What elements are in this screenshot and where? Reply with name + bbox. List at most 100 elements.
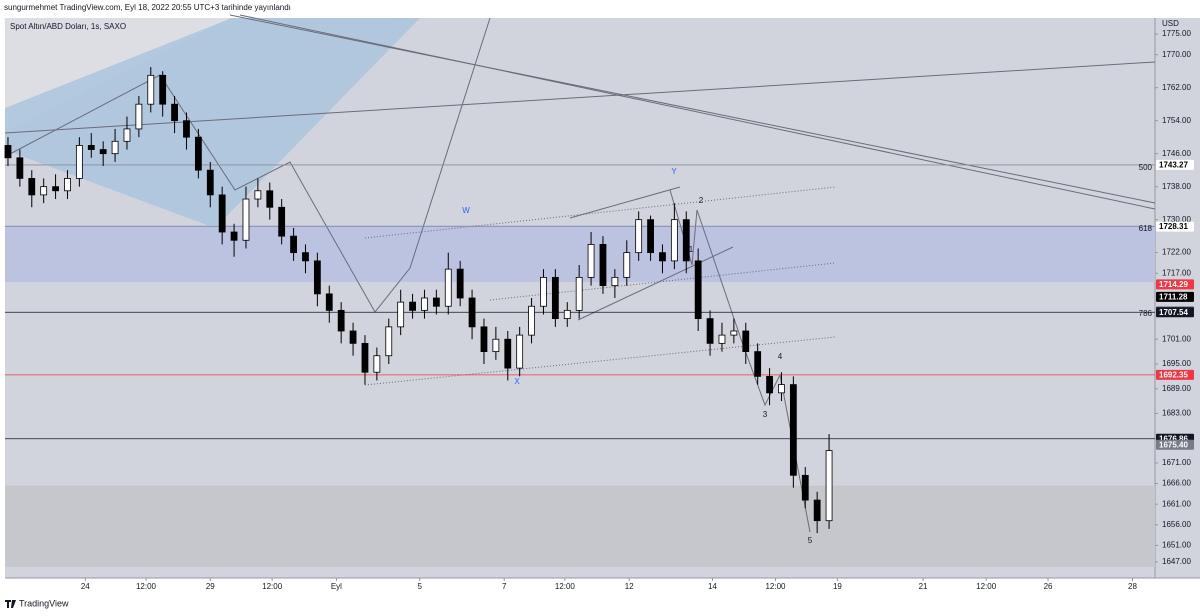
x-tick-label: Eyl <box>331 582 342 591</box>
candle-body <box>563 309 571 320</box>
price-badge <box>1156 439 1194 450</box>
symbol-label: Spot Altın/ABD Doları, 1s, SAXO <box>10 22 126 31</box>
candle-body <box>409 301 416 311</box>
y-tick-label: 1722.00 <box>1162 248 1191 257</box>
candle-body <box>183 120 190 138</box>
x-tick-label: 29 <box>206 582 215 591</box>
candle-body <box>682 219 690 262</box>
y-tick-label: 1651.00 <box>1162 541 1191 550</box>
candle-body <box>4 145 12 159</box>
x-tick-label: 12:00 <box>555 582 576 591</box>
price-badge-label: 1728.31 <box>1159 222 1188 231</box>
zone <box>5 485 1155 567</box>
annotation: 1 <box>689 245 694 254</box>
logo <box>5 600 16 608</box>
x-tick-label: 12:00 <box>976 582 997 591</box>
candle-body <box>718 334 726 344</box>
fib-label: 500 <box>1139 163 1153 172</box>
candle-body <box>230 231 238 241</box>
fib-label: 618 <box>1139 224 1153 233</box>
candle-body <box>349 330 357 344</box>
candle-body <box>147 74 155 105</box>
annotation: 2 <box>699 196 704 205</box>
candle-body <box>159 74 167 105</box>
candle-body <box>171 103 178 122</box>
trend-line <box>4 61 1156 134</box>
candle-body <box>635 219 643 254</box>
candle-body <box>528 305 535 336</box>
candle-body <box>421 297 428 311</box>
y-tick-label: 1683.00 <box>1162 409 1191 418</box>
candle-body <box>766 375 773 394</box>
candle-body <box>778 384 785 394</box>
candle-body <box>540 276 547 307</box>
candle-body <box>670 219 678 262</box>
candle-body <box>28 178 36 196</box>
candle-body <box>16 157 24 179</box>
y-tick-label: 1746.00 <box>1162 149 1191 158</box>
x-tick-label: 5 <box>417 582 422 591</box>
candle-body <box>456 268 464 299</box>
price-badge-label: 1711.28 <box>1159 292 1188 301</box>
y-tick-label: 1671.00 <box>1162 458 1191 467</box>
candle-body <box>373 355 381 373</box>
candle-body <box>516 334 524 369</box>
candle-body <box>468 297 476 328</box>
candle-body <box>99 149 107 155</box>
candle-body <box>587 243 595 278</box>
candle-body <box>278 206 286 237</box>
candle-body <box>706 318 714 344</box>
dotted-line <box>364 186 836 239</box>
x-tick-label: 12:00 <box>136 582 157 591</box>
candle-body <box>75 145 83 179</box>
y-tick-label: 1689.00 <box>1162 384 1191 393</box>
y-tick-label: 1754.00 <box>1162 116 1191 125</box>
x-tick-label: 7 <box>502 582 507 591</box>
annotation: 4 <box>778 352 783 361</box>
price-badge-label: 1743.27 <box>1159 161 1188 170</box>
x-tick-label: 19 <box>833 582 842 591</box>
candle-body <box>754 351 762 377</box>
price-badge-label: 1676.86 <box>1159 434 1188 443</box>
y-tick-label: 1647.00 <box>1162 557 1191 566</box>
candle-body <box>825 450 833 522</box>
candle-body <box>801 474 809 501</box>
candle-body <box>254 190 262 200</box>
y-tick-label: 1730.00 <box>1162 215 1191 224</box>
annotation: W <box>462 206 470 215</box>
fib-label: 786 <box>1139 309 1153 318</box>
candle-body <box>647 219 654 254</box>
candle-body <box>302 252 309 262</box>
header: sungurmehmet TradingView.com, Eyl 18, 20… <box>4 3 291 12</box>
candle-body <box>87 145 95 150</box>
candle-body <box>385 326 393 357</box>
channel-line <box>577 246 734 321</box>
y-tick-label: 1661.00 <box>1162 499 1191 508</box>
x-tick-label: 28 <box>1128 582 1137 591</box>
y-tick-label: 1738.00 <box>1162 182 1191 191</box>
x-tick-label: 14 <box>708 582 717 591</box>
zone <box>5 225 1155 282</box>
y-tick-label: 1656.00 <box>1162 520 1191 529</box>
annotation: Y <box>671 167 677 176</box>
candle-body <box>194 136 202 171</box>
candle-body <box>242 198 250 241</box>
x-tick-label: 24 <box>81 582 90 591</box>
candle-body <box>623 252 631 278</box>
candle-body <box>111 140 119 155</box>
annotation: 3 <box>763 410 768 419</box>
candle-body <box>123 128 131 142</box>
candle-body <box>397 301 405 328</box>
candle-body <box>599 243 607 287</box>
dotted-line <box>364 336 836 386</box>
price-badge-label: 1707.54 <box>1159 308 1188 317</box>
y-tick-label: 1666.00 <box>1162 479 1191 488</box>
y-tick-label: 1762.00 <box>1162 83 1191 92</box>
dotted-line <box>489 262 836 301</box>
y-tick-label: 1775.00 <box>1162 29 1191 38</box>
candle-body <box>694 260 702 320</box>
candle-body <box>480 326 488 353</box>
price-badge <box>1156 279 1194 290</box>
candle-body <box>325 293 333 311</box>
price-badge <box>1156 221 1194 232</box>
